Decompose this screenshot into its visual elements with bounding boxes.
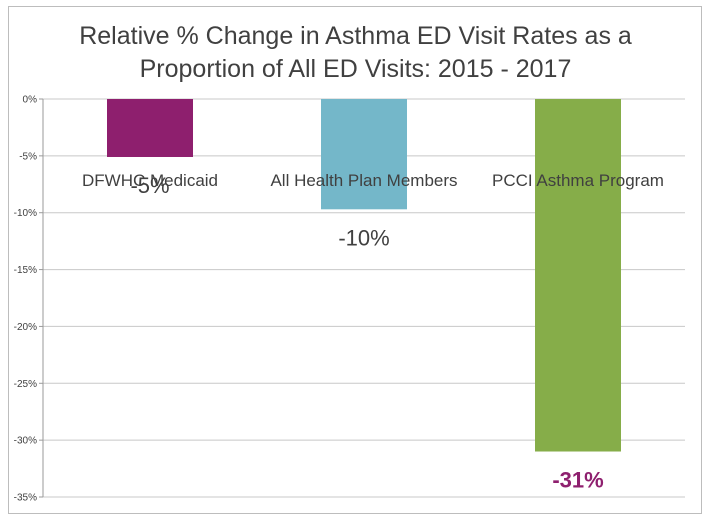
y-tick-label: 0% [23,95,38,106]
chart-title-line-2: Proportion of All ED Visits: 2015 - 2017 [139,55,572,83]
category-label: All Health Plan Members [270,171,457,190]
y-tick-label: -15% [14,265,37,276]
data-label: -10% [338,225,389,250]
category-label: DFWHC Medicaid [82,171,218,190]
bar [321,99,407,210]
bar [535,99,621,452]
y-tick-label: -20% [14,322,37,333]
bar [107,99,193,157]
y-tick-label: -25% [14,379,37,390]
y-tick-label: -35% [14,493,37,504]
category-label: PCCI Asthma Program [492,171,664,190]
y-tick-label: -10% [14,208,37,219]
data-label: -5% [130,173,169,198]
chart-title: Relative % Change in Asthma ED Visit Rat… [0,20,711,86]
y-tick-label: -5% [19,151,37,162]
chart-title-line-1: Relative % Change in Asthma ED Visit Rat… [79,22,632,50]
data-label: -31% [552,468,603,493]
y-tick-label: -30% [14,436,37,447]
